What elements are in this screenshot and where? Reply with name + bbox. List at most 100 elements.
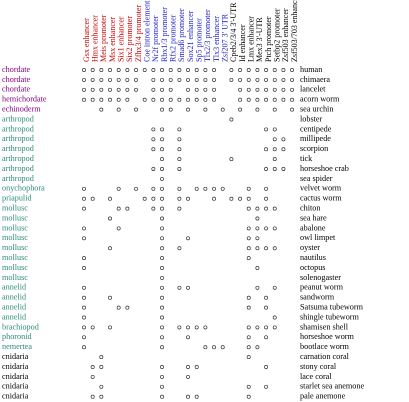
presence-dot	[194, 87, 199, 92]
species-label: acorn worm	[300, 95, 340, 104]
presence-dot	[203, 77, 208, 82]
presence-dot	[160, 176, 164, 181]
presence-dot	[82, 325, 86, 330]
presence-dot	[246, 335, 251, 340]
presence-dot	[272, 147, 277, 152]
phylum-label: brachiopod	[2, 322, 39, 331]
species-label: chimaera	[300, 75, 330, 84]
species-label: Satsuma tubeworm	[300, 302, 364, 311]
presence-dot	[246, 196, 251, 201]
presence-dot	[246, 97, 251, 102]
phylum-label: mollusc	[2, 233, 28, 242]
presence-dot	[125, 87, 130, 92]
phylum-label: cnidaria	[2, 362, 29, 371]
presence-dot	[177, 127, 182, 132]
presence-dot	[160, 305, 164, 310]
presence-dot	[82, 97, 86, 102]
species-label: sea spider	[300, 174, 333, 183]
presence-dot	[90, 87, 95, 92]
presence-dot	[160, 394, 164, 399]
presence-dot	[99, 355, 104, 360]
presence-dot	[160, 107, 164, 112]
column-header: Six2 promoter	[125, 16, 134, 62]
presence-dot	[264, 335, 269, 340]
presence-dot	[272, 107, 277, 112]
presence-dot	[151, 127, 156, 132]
phylum-label: onychophora	[2, 184, 45, 193]
presence-dot	[229, 68, 234, 72]
presence-dot	[99, 384, 104, 389]
presence-dot	[90, 97, 95, 102]
presence-dot	[255, 97, 260, 102]
presence-dot	[134, 77, 138, 82]
presence-dot	[160, 256, 164, 261]
presence-dot	[160, 365, 164, 369]
presence-dot	[116, 107, 121, 112]
presence-dot	[90, 196, 95, 201]
presence-dot	[220, 186, 225, 191]
species-label: human	[300, 65, 322, 74]
column-header: Six1 enhancer	[117, 16, 126, 62]
presence-dot	[99, 87, 104, 92]
presence-dot	[281, 77, 286, 82]
presence-dot	[246, 345, 251, 350]
presence-dot	[203, 186, 208, 191]
presence-dot	[246, 394, 251, 399]
presence-dot	[82, 285, 86, 290]
presence-dot	[108, 87, 112, 92]
presence-dot	[177, 157, 182, 162]
phylum-label: chordate	[2, 75, 31, 84]
species-label: lancelet	[300, 85, 326, 94]
presence-dot	[160, 147, 164, 152]
species-label: abalone	[300, 223, 326, 232]
presence-dot	[160, 68, 164, 72]
presence-dot	[238, 77, 243, 82]
species-label: peanut worm	[300, 283, 344, 292]
presence-dot	[151, 137, 156, 142]
phylum-label: chordate	[2, 85, 31, 94]
phylum-label: annelid	[2, 302, 26, 311]
presence-dot	[238, 68, 243, 72]
presence-dot	[99, 77, 104, 82]
presence-dot	[177, 186, 182, 191]
presence-dot	[186, 374, 190, 379]
presence-dot	[264, 325, 269, 330]
species-label: bootlace worm	[300, 342, 350, 351]
presence-dot	[160, 196, 164, 201]
phylum-label: echinoderm	[2, 104, 41, 113]
presence-dot	[220, 107, 225, 112]
presence-dot	[246, 206, 251, 211]
presence-dot	[220, 345, 225, 350]
presence-dot	[177, 206, 182, 211]
presence-dot	[281, 167, 286, 171]
presence-dot	[272, 137, 277, 142]
species-label: tick	[300, 154, 313, 163]
column-header: Mex3 3'-UTR	[255, 17, 264, 62]
phylum-label: annelid	[2, 293, 26, 302]
presence-dot	[82, 206, 86, 211]
presence-dot	[99, 107, 104, 112]
column-header: Ptch promoter	[264, 16, 273, 62]
presence-dot	[125, 77, 130, 82]
species-label: scorpion	[300, 144, 328, 153]
presence-dot	[151, 147, 156, 152]
phylum-label: mollusc	[2, 203, 28, 212]
presence-dot	[246, 355, 251, 360]
presence-dot	[82, 266, 86, 270]
column-header: Rfx2 promoter	[169, 14, 178, 62]
presence-dot	[116, 186, 121, 191]
species-label: carnation coral	[300, 352, 350, 361]
presence-dot	[264, 295, 269, 300]
presence-dot	[82, 335, 86, 340]
presence-dot	[203, 107, 208, 112]
presence-dot	[255, 345, 260, 350]
phylum-label: mollusc	[2, 273, 28, 282]
column-header: Lmx enhancer	[247, 16, 256, 62]
phylum-label: arthropod	[2, 114, 34, 123]
presence-dot	[194, 365, 199, 369]
presence-dot	[255, 226, 260, 231]
presence-dot	[108, 77, 112, 82]
presence-dot	[151, 87, 156, 92]
species-label: sea urchin	[300, 104, 333, 113]
presence-dot	[160, 275, 164, 280]
